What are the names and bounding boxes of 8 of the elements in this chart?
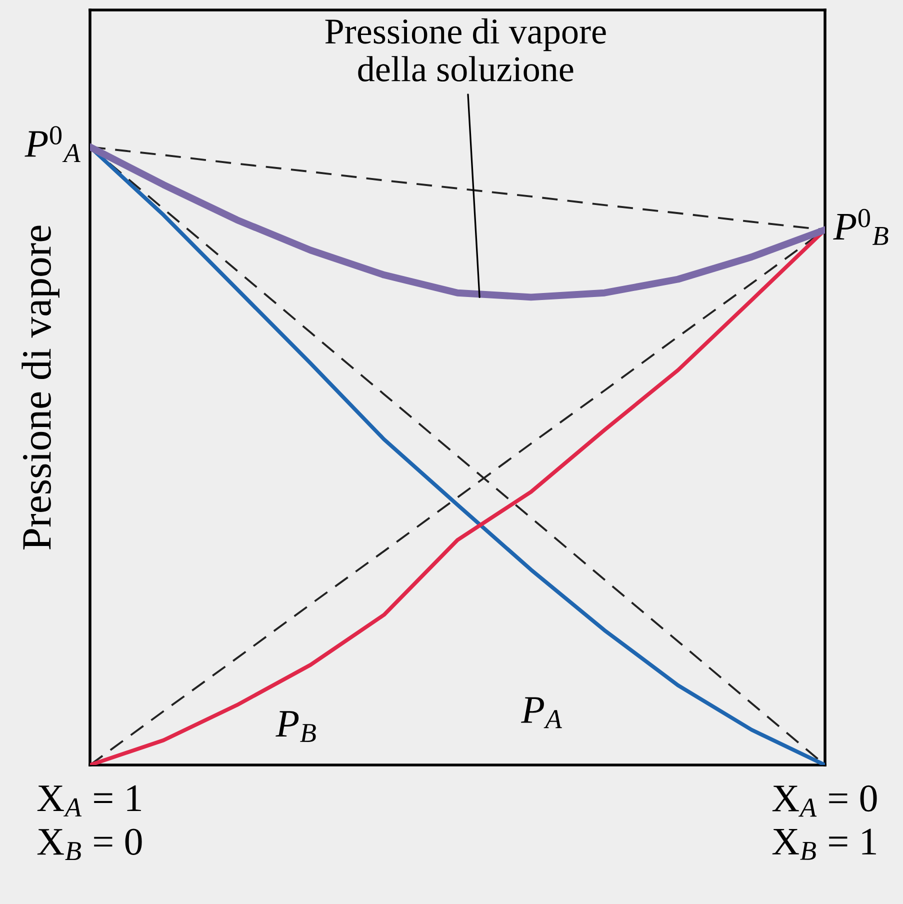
y-axis-title: Pressione di vapore (22, 226, 60, 550)
text: Pressione di vapore della soluzione (325, 18, 606, 82)
annotation: P$^{0}$$_{A}$ (24, 126, 80, 162)
annotation: P$^{0}$$_{B}$ (833, 208, 888, 245)
series-label: P$_{B}$ (276, 711, 316, 742)
x-tick-label: X$_{A}$ = 1 X$_{B}$ = 0 (37, 785, 142, 860)
x-tick-label: X$_{A}$ = 0 X$_{B}$ = 1 (772, 785, 877, 860)
text: P$_{A}$ (520, 697, 562, 728)
